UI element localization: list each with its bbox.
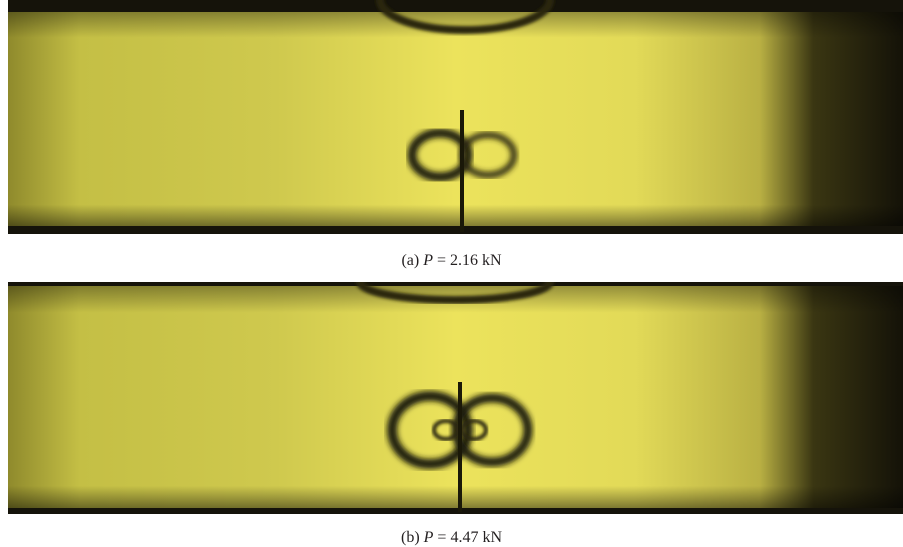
- caption-part: = 2.16 kN: [437, 252, 502, 269]
- photo-b: [0, 282, 903, 514]
- caption-part: = 4.47 kN: [437, 529, 502, 546]
- caption-part: P: [423, 252, 433, 269]
- caption-a: (a) P = 2.16 kN: [0, 252, 903, 270]
- caption-part: (a): [401, 252, 419, 269]
- caption-part: (b): [401, 529, 420, 546]
- photo-a: [0, 0, 903, 234]
- caption-b: (b) P = 4.47 kN: [0, 529, 903, 547]
- caption-part: P: [424, 529, 434, 546]
- page: (a) P = 2.16 kN (b) P = 4.47 kN (() => {…: [0, 0, 903, 547]
